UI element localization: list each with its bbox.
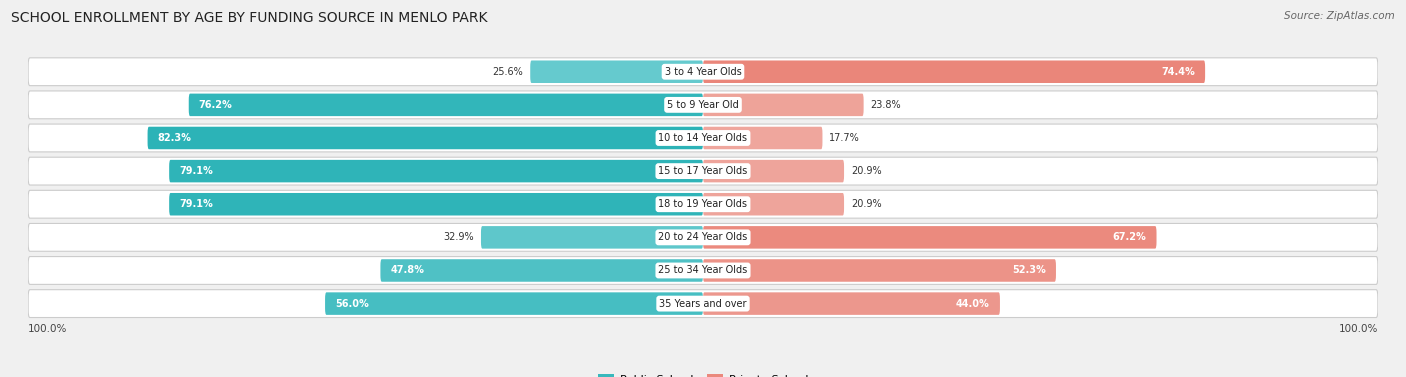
Text: 79.1%: 79.1% bbox=[180, 199, 214, 209]
Text: 20.9%: 20.9% bbox=[851, 199, 882, 209]
FancyBboxPatch shape bbox=[28, 257, 1378, 284]
Text: 44.0%: 44.0% bbox=[956, 299, 990, 309]
Text: 25 to 34 Year Olds: 25 to 34 Year Olds bbox=[658, 265, 748, 276]
FancyBboxPatch shape bbox=[28, 290, 1378, 317]
FancyBboxPatch shape bbox=[481, 226, 703, 248]
FancyBboxPatch shape bbox=[530, 60, 703, 83]
FancyBboxPatch shape bbox=[28, 224, 1378, 251]
Text: 20.9%: 20.9% bbox=[851, 166, 882, 176]
FancyBboxPatch shape bbox=[188, 93, 703, 116]
Text: 15 to 17 Year Olds: 15 to 17 Year Olds bbox=[658, 166, 748, 176]
Text: 20 to 24 Year Olds: 20 to 24 Year Olds bbox=[658, 232, 748, 242]
Text: 56.0%: 56.0% bbox=[335, 299, 368, 309]
Text: 74.4%: 74.4% bbox=[1161, 67, 1195, 77]
FancyBboxPatch shape bbox=[703, 292, 1000, 315]
Text: 52.3%: 52.3% bbox=[1012, 265, 1046, 276]
FancyBboxPatch shape bbox=[325, 292, 703, 315]
FancyBboxPatch shape bbox=[169, 193, 703, 216]
Text: 47.8%: 47.8% bbox=[391, 265, 425, 276]
Text: 35 Years and over: 35 Years and over bbox=[659, 299, 747, 309]
Text: 100.0%: 100.0% bbox=[1339, 325, 1378, 334]
Text: 32.9%: 32.9% bbox=[443, 232, 474, 242]
Text: 76.2%: 76.2% bbox=[198, 100, 232, 110]
FancyBboxPatch shape bbox=[703, 226, 1157, 248]
Text: 18 to 19 Year Olds: 18 to 19 Year Olds bbox=[658, 199, 748, 209]
FancyBboxPatch shape bbox=[28, 91, 1378, 119]
Legend: Public School, Private School: Public School, Private School bbox=[593, 369, 813, 377]
Text: 10 to 14 Year Olds: 10 to 14 Year Olds bbox=[658, 133, 748, 143]
Text: 3 to 4 Year Olds: 3 to 4 Year Olds bbox=[665, 67, 741, 77]
FancyBboxPatch shape bbox=[703, 93, 863, 116]
FancyBboxPatch shape bbox=[28, 157, 1378, 185]
FancyBboxPatch shape bbox=[703, 127, 823, 149]
Text: 17.7%: 17.7% bbox=[830, 133, 860, 143]
FancyBboxPatch shape bbox=[703, 60, 1205, 83]
Text: 67.2%: 67.2% bbox=[1112, 232, 1146, 242]
Text: Source: ZipAtlas.com: Source: ZipAtlas.com bbox=[1284, 11, 1395, 21]
FancyBboxPatch shape bbox=[703, 160, 844, 182]
Text: 25.6%: 25.6% bbox=[492, 67, 523, 77]
Text: 100.0%: 100.0% bbox=[28, 325, 67, 334]
Text: 79.1%: 79.1% bbox=[180, 166, 214, 176]
FancyBboxPatch shape bbox=[28, 124, 1378, 152]
FancyBboxPatch shape bbox=[28, 58, 1378, 86]
FancyBboxPatch shape bbox=[148, 127, 703, 149]
FancyBboxPatch shape bbox=[703, 193, 844, 216]
FancyBboxPatch shape bbox=[169, 160, 703, 182]
FancyBboxPatch shape bbox=[28, 190, 1378, 218]
Text: 23.8%: 23.8% bbox=[870, 100, 901, 110]
Text: 5 to 9 Year Old: 5 to 9 Year Old bbox=[666, 100, 740, 110]
Text: 82.3%: 82.3% bbox=[157, 133, 191, 143]
Text: SCHOOL ENROLLMENT BY AGE BY FUNDING SOURCE IN MENLO PARK: SCHOOL ENROLLMENT BY AGE BY FUNDING SOUR… bbox=[11, 11, 488, 25]
FancyBboxPatch shape bbox=[703, 259, 1056, 282]
FancyBboxPatch shape bbox=[381, 259, 703, 282]
